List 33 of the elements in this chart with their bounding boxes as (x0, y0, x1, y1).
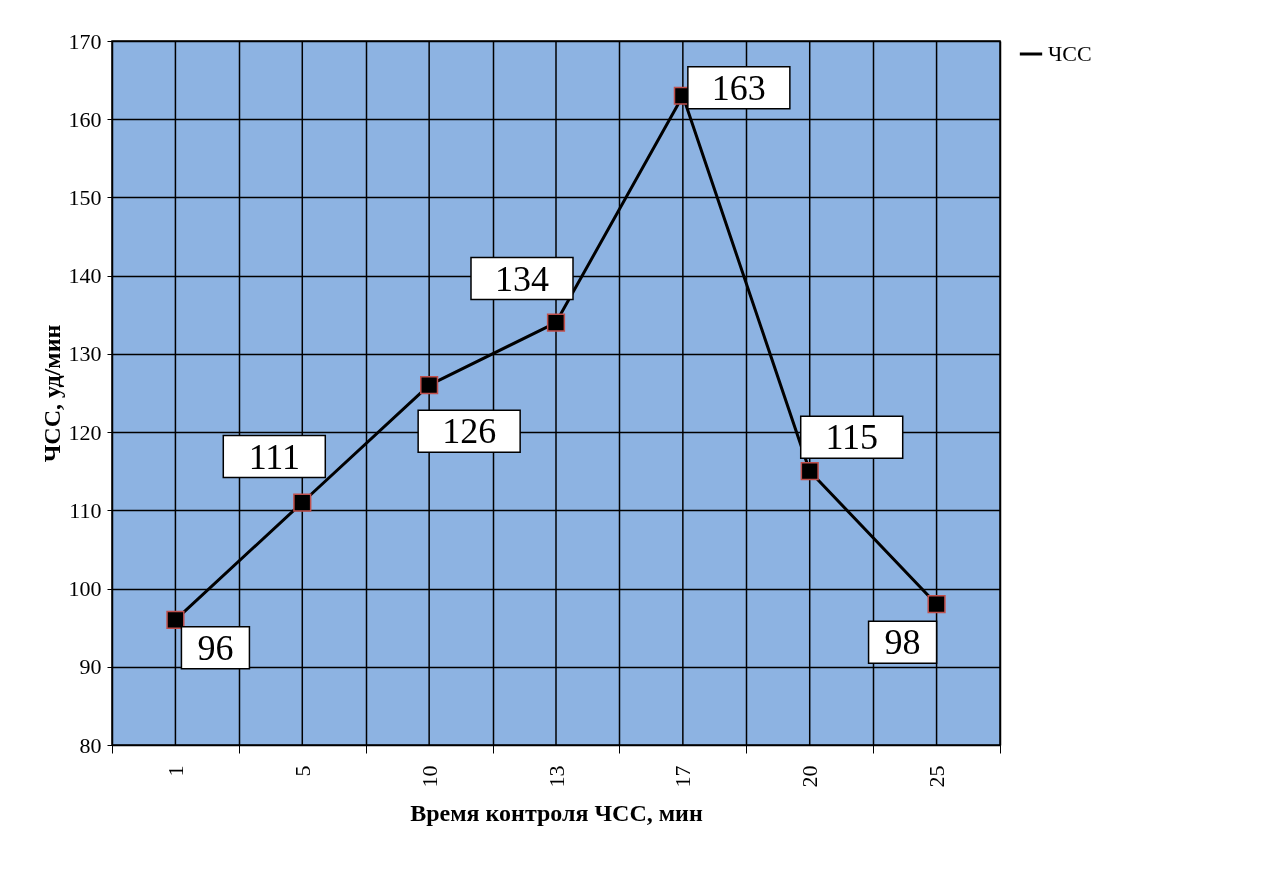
data-label: 115 (825, 417, 879, 458)
y-axis-title: ЧСС, уд/мин (38, 324, 65, 463)
point (293, 493, 312, 512)
data-label: 98 (884, 622, 921, 663)
x-tick-label: 10 (416, 765, 442, 788)
point (420, 376, 439, 395)
x-tick-label: 13 (543, 765, 569, 788)
point (800, 462, 819, 481)
y-tick-label: 140 (68, 263, 102, 289)
y-tick-label: 90 (79, 654, 102, 680)
y-tick-label: 160 (68, 106, 102, 132)
y-tick-label: 130 (68, 341, 102, 367)
y-tick-label: 150 (68, 184, 102, 210)
x-tick-label: 17 (670, 765, 696, 788)
y-tick-label: 110 (69, 497, 102, 523)
data-label: 126 (442, 411, 497, 452)
data-label: 163 (711, 67, 766, 108)
data-label: 96 (197, 627, 234, 668)
y-tick-label: 100 (68, 576, 102, 602)
x-tick-label: 1 (162, 765, 188, 777)
y-tick-label: 80 (79, 732, 102, 758)
x-tick-label: 25 (924, 765, 950, 788)
data-label: 111 (248, 436, 300, 477)
point (546, 313, 566, 332)
legend-label: ЧСС (1048, 41, 1092, 66)
x-tick-label: 5 (289, 765, 315, 777)
data-label: 134 (495, 258, 549, 299)
x-axis-title: Время контроля ЧСС, мин (410, 799, 703, 826)
x-tick-label: 20 (797, 765, 823, 788)
y-tick-label: 120 (68, 419, 102, 445)
y-tick-label: 170 (68, 28, 102, 54)
point (166, 610, 185, 629)
point (927, 595, 946, 614)
